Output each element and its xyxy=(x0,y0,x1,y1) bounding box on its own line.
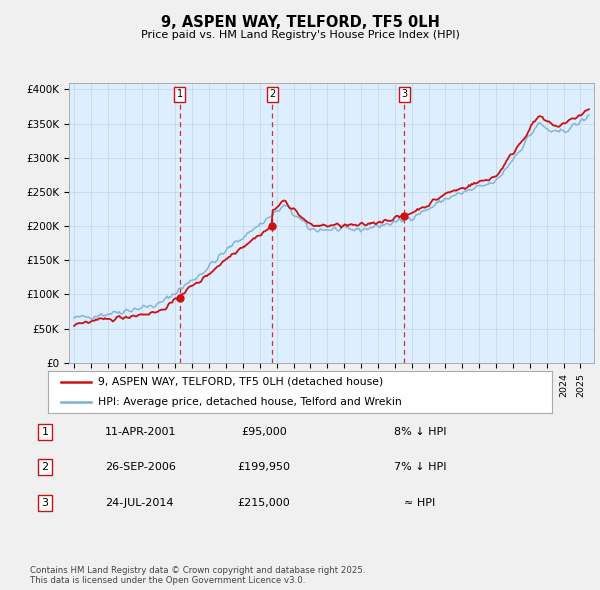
Text: £95,000: £95,000 xyxy=(241,427,287,437)
Text: Price paid vs. HM Land Registry's House Price Index (HPI): Price paid vs. HM Land Registry's House … xyxy=(140,30,460,40)
Text: 3: 3 xyxy=(41,498,49,507)
Text: 2: 2 xyxy=(41,463,49,472)
Text: £215,000: £215,000 xyxy=(238,498,290,507)
Text: ≈ HPI: ≈ HPI xyxy=(404,498,436,507)
Text: 2: 2 xyxy=(269,89,275,99)
Text: 7% ↓ HPI: 7% ↓ HPI xyxy=(394,463,446,472)
Text: Contains HM Land Registry data © Crown copyright and database right 2025.
This d: Contains HM Land Registry data © Crown c… xyxy=(30,566,365,585)
Text: 24-JUL-2014: 24-JUL-2014 xyxy=(105,498,173,507)
Text: 1: 1 xyxy=(41,427,49,437)
Text: £199,950: £199,950 xyxy=(238,463,290,472)
Text: 3: 3 xyxy=(401,89,407,99)
Text: 8% ↓ HPI: 8% ↓ HPI xyxy=(394,427,446,437)
Text: 9, ASPEN WAY, TELFORD, TF5 0LH (detached house): 9, ASPEN WAY, TELFORD, TF5 0LH (detached… xyxy=(98,377,383,387)
Text: 1: 1 xyxy=(177,89,183,99)
Text: HPI: Average price, detached house, Telford and Wrekin: HPI: Average price, detached house, Telf… xyxy=(98,396,402,407)
Text: 9, ASPEN WAY, TELFORD, TF5 0LH: 9, ASPEN WAY, TELFORD, TF5 0LH xyxy=(161,15,439,30)
Text: 11-APR-2001: 11-APR-2001 xyxy=(105,427,176,437)
Text: 26-SEP-2006: 26-SEP-2006 xyxy=(105,463,176,472)
